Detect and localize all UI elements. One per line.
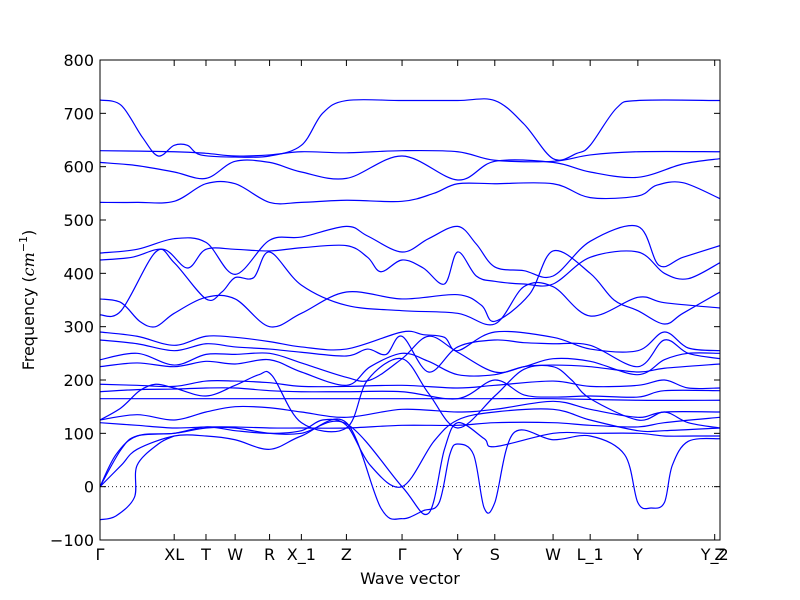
band-line-10 <box>100 335 720 373</box>
y-tick-label: 0 <box>84 478 94 497</box>
band-line-15 <box>100 397 720 401</box>
plot-frame <box>99 59 721 541</box>
band-line-8 <box>100 248 720 326</box>
x-tick-label: Γ <box>96 545 105 564</box>
y-axis-title-unit: cm <box>19 252 38 276</box>
x-tick-label: Z <box>341 545 352 564</box>
y-tick-label: 600 <box>63 158 94 177</box>
band-line-17 <box>100 400 720 421</box>
y-tick-label: 100 <box>63 424 94 443</box>
x-tick-label: XL <box>164 545 184 564</box>
x-tick-label: S <box>490 545 500 564</box>
band-line-16 <box>100 357 720 433</box>
x-tick-label: Y <box>452 545 463 564</box>
band-line-6 <box>100 244 720 287</box>
band-line-14 <box>100 379 720 400</box>
y-axis-title-base: Frequency ( <box>19 276 38 370</box>
y-tick-label: 700 <box>63 104 94 123</box>
x-tick-label: Γ <box>398 545 407 564</box>
x-tick-label: W <box>227 545 243 564</box>
y-tick-label: 500 <box>63 211 94 230</box>
x-tick-label: Y <box>632 545 643 564</box>
band-line-3 <box>100 155 720 181</box>
y-axis-title-close: ) <box>19 230 38 236</box>
x-tick-label: Z <box>715 545 726 564</box>
x-tick-label: X_1 <box>287 545 316 565</box>
band-line-12 <box>100 352 720 386</box>
band-line-22 <box>100 435 175 521</box>
y-tick-label: 800 <box>63 51 94 70</box>
x-tick-label: Y_2 <box>700 545 729 565</box>
band-line-20 <box>100 420 720 516</box>
band-lines <box>100 98 720 521</box>
x-tick-label: L_1 <box>577 545 604 565</box>
band-line-21 <box>100 418 720 520</box>
y-tick-label: −100 <box>50 531 94 550</box>
band-line-7 <box>100 249 720 328</box>
x-tick-label: R <box>264 545 275 564</box>
band-line-2 <box>100 149 720 163</box>
y-axis-title: Frequency (cm−1) <box>17 230 38 371</box>
y-tick-label: 400 <box>63 264 94 283</box>
y-tick-label: 200 <box>63 371 94 390</box>
y-tick-label: 300 <box>63 318 94 337</box>
band-line-11 <box>100 335 720 382</box>
y-axis-title-exponent: −1 <box>17 236 30 252</box>
band-line-13 <box>100 379 720 390</box>
band-line-5 <box>100 224 720 279</box>
x-tick-label: W <box>545 545 561 564</box>
band-line-4 <box>100 180 720 205</box>
x-tick-label: T <box>200 545 211 564</box>
x-axis-title: Wave vector <box>360 569 460 588</box>
band-line-9 <box>100 330 720 353</box>
